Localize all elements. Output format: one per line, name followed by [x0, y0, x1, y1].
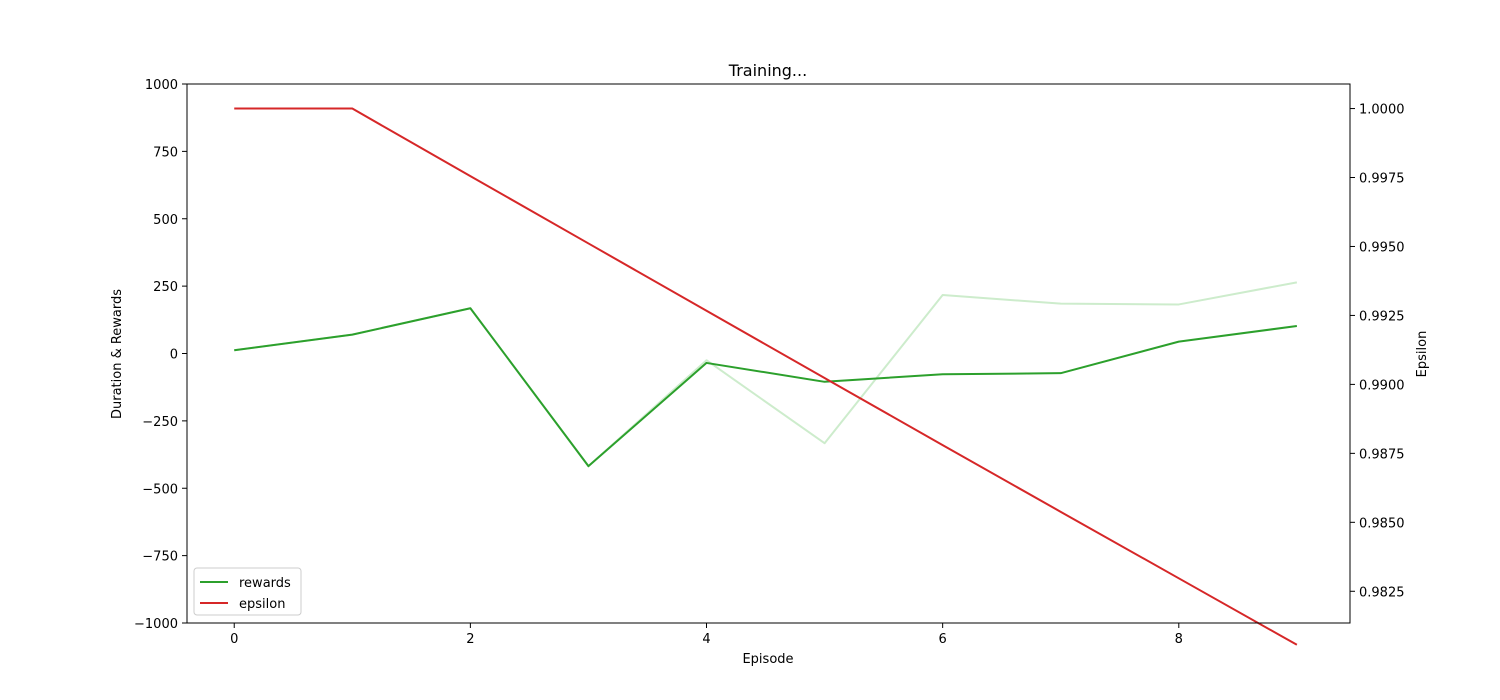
y-tick-label: 500	[153, 213, 178, 228]
y2-axis-label: Epsilon	[1415, 331, 1430, 378]
y2-tick-label: 0.9925	[1359, 309, 1405, 324]
legend: rewards epsilon	[193, 567, 302, 616]
y-axis-left: −1000 −750 −500 −250 0 250 500 750 1000	[134, 78, 187, 632]
y-tick-label: −500	[142, 482, 178, 497]
x-tick-label: 8	[1175, 632, 1183, 647]
y-tick-label: −750	[142, 550, 178, 565]
y2-tick-label: 0.9975	[1359, 172, 1405, 187]
y2-tick-label: 0.9875	[1359, 447, 1405, 462]
legend-label-rewards: rewards	[239, 576, 291, 591]
x-tick-label: 0	[230, 632, 238, 647]
y-tick-label: −1000	[134, 617, 178, 632]
y-axis-label: Duration & Rewards	[110, 289, 125, 419]
y-tick-label: 0	[170, 348, 178, 363]
x-axis-label: Episode	[742, 652, 793, 667]
y-tick-label: 1000	[145, 78, 178, 93]
y2-tick-label: 1.0000	[1359, 103, 1405, 118]
series-layer	[234, 107, 1298, 646]
x-axis: 0 2 4 6 8	[230, 623, 1183, 647]
chart-title: Training...	[728, 61, 807, 80]
series-line-rewards	[234, 307, 1298, 468]
y-tick-label: 750	[153, 145, 178, 160]
x-tick-label: 6	[939, 632, 947, 647]
legend-label-epsilon: epsilon	[239, 597, 285, 612]
y-tick-label: −250	[142, 415, 178, 430]
x-tick-label: 2	[466, 632, 474, 647]
y-tick-label: 250	[153, 280, 178, 295]
y2-tick-label: 0.9850	[1359, 516, 1405, 531]
x-tick-label: 4	[702, 632, 710, 647]
y2-tick-label: 0.9950	[1359, 240, 1405, 255]
series-line-epsilon	[234, 107, 1298, 646]
y2-tick-label: 0.9825	[1359, 585, 1405, 600]
y-axis-right: 0.9825 0.9850 0.9875 0.9900 0.9925 0.9950 0.99…	[1350, 103, 1405, 600]
y2-tick-label: 0.9900	[1359, 378, 1405, 393]
